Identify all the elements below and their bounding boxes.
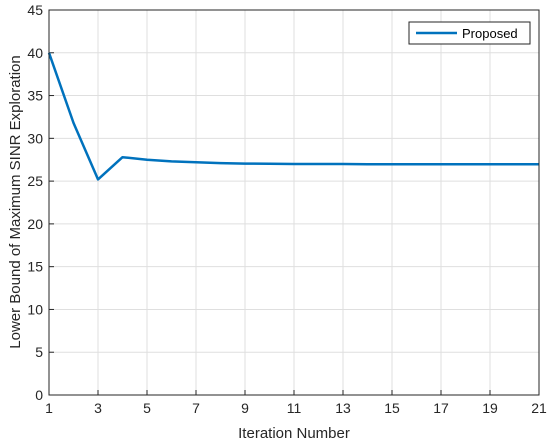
- y-tick-label: 10: [27, 301, 43, 317]
- x-tick-label: 15: [384, 400, 400, 416]
- legend-label: Proposed: [462, 26, 518, 41]
- plot-frame: [48, 9, 540, 396]
- x-tick-label: 1: [45, 400, 53, 416]
- y-tick-label: 5: [35, 344, 43, 360]
- y-tick-label: 35: [27, 88, 43, 104]
- x-tick-label: 19: [482, 400, 498, 416]
- y-tick-label: 15: [27, 259, 43, 275]
- y-axis-ticks: 0 5 10 15 20 25 30 35 40 45: [27, 2, 54, 403]
- x-tick-label: 9: [241, 400, 249, 416]
- grid: [49, 10, 539, 395]
- y-tick-label: 30: [27, 130, 43, 146]
- y-tick-label: 0: [35, 387, 43, 403]
- x-tick-label: 21: [531, 400, 547, 416]
- y-tick-label: 40: [27, 45, 43, 61]
- x-tick-label: 3: [94, 400, 102, 416]
- x-tick-label: 13: [335, 400, 351, 416]
- y-axis-label: Lower Bound of Maximum SINR Exploration: [7, 55, 24, 348]
- series-group: [47, 52, 539, 181]
- x-tick-label: 5: [143, 400, 151, 416]
- x-tick-label: 11: [287, 400, 302, 416]
- y-tick-label: 20: [27, 216, 43, 232]
- legend-box: [408, 21, 531, 45]
- x-tick-label: 17: [433, 400, 449, 416]
- x-tick-label: 7: [192, 400, 200, 416]
- series-line-proposed: [47, 52, 539, 181]
- y-tick-label: 45: [27, 2, 43, 18]
- legend: Proposed: [408, 21, 531, 45]
- y-tick-label: 25: [27, 173, 43, 189]
- x-axis-ticks: 1 3 5 7 9 11 13 15 17 19 21: [45, 390, 547, 416]
- x-axis-label: Iteration Number: [238, 425, 350, 442]
